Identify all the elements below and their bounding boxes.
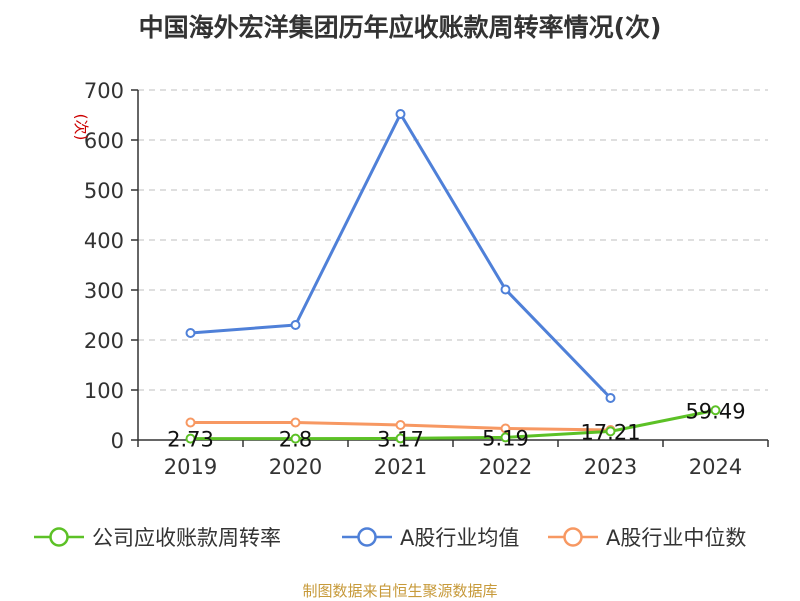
series-line: [189, 408, 717, 441]
legend-item-company[interactable]: 公司应收账款周转率: [34, 520, 281, 554]
grid-lines: [138, 89, 768, 391]
data-point[interactable]: [185, 417, 196, 428]
y-tick-label: 500: [84, 179, 124, 203]
legend-line-icon: [34, 527, 84, 547]
data-label: 2.73: [167, 428, 214, 452]
x-tick-label: 2024: [689, 455, 742, 479]
data-point[interactable]: [710, 405, 721, 416]
x-tick-label: 2022: [479, 455, 532, 479]
y-axis-label: (次): [72, 114, 90, 141]
y-tick-label: 300: [84, 279, 124, 303]
y-tick-label: 700: [84, 79, 124, 103]
y-tick-label: 400: [84, 229, 124, 253]
series-line: [189, 112, 612, 400]
data-point[interactable]: [185, 328, 196, 338]
data-point[interactable]: [500, 432, 511, 443]
data-label: 17.21: [580, 420, 640, 444]
data-point[interactable]: [395, 420, 406, 430]
y-tick-label: 600: [84, 129, 124, 153]
data-label: 3.17: [377, 427, 424, 451]
data-point[interactable]: [290, 320, 301, 330]
legend-label-company: 公司应收账款周转率: [92, 526, 281, 550]
data-point[interactable]: [290, 417, 301, 428]
source-note: 制图数据来自恒生聚源数据库: [302, 582, 498, 600]
legend-line-icon: [342, 527, 392, 547]
data-labels: 2.73 2.8 3.17 5.19 17.21 59.49: [167, 399, 745, 451]
y-tick-label: 200: [84, 329, 124, 353]
legend-item-industry-median[interactable]: A股行业中位数: [548, 520, 746, 554]
data-point[interactable]: [605, 393, 616, 403]
x-tick-label: 2019: [164, 455, 217, 479]
legend-label-industry-median: A股行业中位数: [606, 526, 747, 550]
x-tick-label: 2021: [374, 455, 427, 479]
y-tick-label: 100: [84, 379, 124, 403]
data-point[interactable]: [605, 426, 616, 437]
y-tick-label: 0: [111, 429, 124, 453]
data-point[interactable]: [185, 433, 196, 444]
x-tick-label: 2023: [584, 455, 637, 479]
legend-item-industry-mean[interactable]: A股行业均值: [342, 520, 519, 554]
data-point[interactable]: [395, 433, 406, 444]
legend-label-industry-mean: A股行业均值: [400, 526, 520, 550]
x-tick-label: 2020: [269, 455, 322, 479]
data-point[interactable]: [395, 109, 406, 119]
data-label: 5.19: [482, 426, 529, 450]
data-label: 2.8: [279, 428, 312, 452]
axes: 0 100 200 300 400 500 600 700 2019 2020 2021 2022 20…: [84, 79, 769, 479]
legend: 公司应收账款周转率 A股行业均值 A股行业中位数: [0, 520, 800, 554]
data-label: 59.49: [685, 399, 745, 423]
series: [185, 109, 721, 444]
data-point[interactable]: [290, 433, 301, 444]
data-point[interactable]: [500, 284, 511, 295]
legend-line-icon: [548, 527, 598, 547]
chart-title: 中国海外宏洋集团历年应收账款周转率情况(次): [138, 13, 662, 42]
